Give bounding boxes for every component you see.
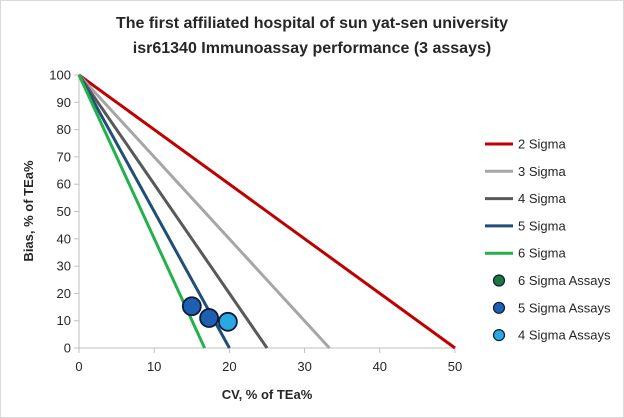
data-point-4-sigma-assays: [217, 311, 238, 332]
y-tick-label: 70: [57, 149, 71, 164]
y-tick-label: 60: [57, 177, 71, 192]
legend-label: 6 Sigma Assays: [518, 273, 611, 288]
legend: 2 Sigma 3 Sigma 4 Sigma 5 Sigma 6 Sigma 6 Sig…: [485, 137, 611, 343]
series-line-4-sigma: [77, 74, 269, 349]
y-tick-label: 100: [49, 68, 71, 83]
legend-marker: [492, 274, 506, 287]
legend-label: 4 Sigma Assays: [518, 328, 611, 343]
legend-label: 5 Sigma: [518, 218, 566, 233]
y-tick-label: 20: [57, 286, 71, 301]
y-tick-label: 80: [57, 122, 71, 137]
x-tick-label: 20: [222, 359, 236, 374]
y-tick-label: 50: [57, 204, 71, 219]
legend-label: 3 Sigma: [518, 164, 566, 179]
y-tick-label: 0: [64, 341, 71, 356]
x-axis-label: CV, % of TEa%: [222, 387, 313, 402]
legend-label: 6 Sigma: [518, 246, 566, 261]
y-tick-label: 30: [57, 259, 71, 274]
y-axis-label: Bias, % of TEa%: [21, 160, 36, 262]
legend-marker: [492, 301, 506, 314]
legend-marker: [492, 329, 506, 342]
series-line-3-sigma: [77, 73, 331, 350]
x-tick-label: 10: [147, 359, 161, 374]
data-point-5-sigma-assays: [199, 308, 219, 328]
series-line-2-sigma: [78, 73, 456, 350]
legend-label: 4 Sigma: [518, 191, 566, 206]
y-tick-label: 10: [57, 313, 71, 328]
plot-area: 0 10 20 30 40 50 60 70 80 90 100 0 10 20 30 40 50: [49, 68, 462, 375]
legend-label: 2 Sigma: [518, 137, 566, 152]
x-tick-label: 50: [448, 359, 462, 374]
chart-subtitle: isr61340 Immunoassay performance (3 assa…: [133, 40, 491, 57]
x-tick-label: 40: [373, 359, 387, 374]
chart-title: The first affiliated hospital of sun yat…: [116, 15, 508, 32]
y-tick-label: 90: [57, 95, 71, 110]
y-tick-label: 40: [57, 231, 71, 246]
legend-label: 5 Sigma Assays: [518, 300, 611, 315]
x-tick-label: 30: [297, 359, 311, 374]
series-line-5-sigma: [77, 74, 231, 349]
data-point-5-sigma-assays: [181, 296, 202, 317]
x-tick-label: 0: [75, 359, 82, 374]
